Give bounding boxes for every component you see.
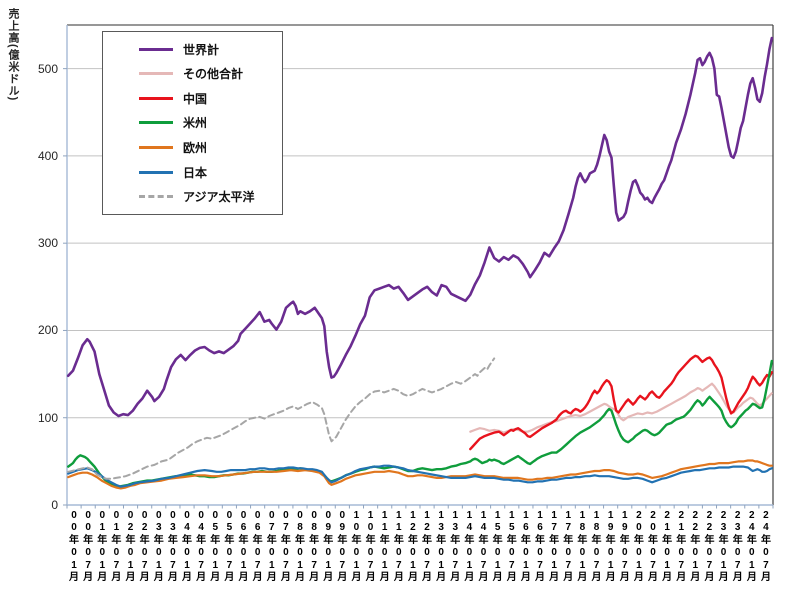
legend-label: 日本 — [183, 165, 208, 180]
legend-item-アジア太平洋: アジア太平洋 — [103, 188, 282, 205]
x-tick-label-17年07月: 1 7 年 0 7 月 — [563, 510, 574, 584]
x-tick-label-03年01月: 0 3 年 0 1 月 — [153, 510, 164, 584]
x-tick-label-02年07月: 0 2 年 0 7 月 — [139, 510, 150, 584]
x-tick-label-19年01月: 1 9 年 0 1 月 — [605, 510, 616, 584]
x-tick-label-00年07月: 0 0 年 0 7 月 — [83, 510, 94, 584]
x-tick-label-06年07月: 0 6 年 0 7 月 — [252, 510, 263, 584]
legend-item-その他合計: その他合計 — [103, 65, 282, 82]
x-tick-label-01年07月: 0 1 年 0 7 月 — [111, 510, 122, 584]
x-tick-label-04年07月: 0 4 年 0 7 月 — [196, 510, 207, 584]
x-tick-label-13年01月: 1 3 年 0 1 月 — [436, 510, 447, 584]
y-tick-label-300: 300 — [37, 236, 58, 251]
legend-item-日本: 日本 — [103, 164, 282, 181]
legend-item-世界計: 世界計 — [103, 41, 282, 58]
x-tick-label-23年07月: 2 3 年 0 7 月 — [732, 510, 743, 584]
x-tick-label-09年01月: 0 9 年 0 1 月 — [323, 510, 334, 584]
y-tick-label-100: 100 — [37, 410, 58, 425]
x-tick-label-00年01月: 0 0 年 0 1 月 — [69, 510, 80, 584]
x-tick-label-21年01月: 2 1 年 0 1 月 — [662, 510, 673, 584]
x-tick-label-15年07月: 1 5 年 0 7 月 — [506, 510, 517, 584]
legend-line-sample-icon — [139, 121, 173, 125]
x-tick-label-17年01月: 1 7 年 0 1 月 — [549, 510, 560, 584]
legend-line-sample-icon — [139, 170, 173, 174]
legend-label: その他合計 — [183, 67, 244, 82]
x-tick-label-16年07月: 1 6 年 0 7 月 — [535, 510, 546, 584]
x-tick-label-10年01月: 1 0 年 0 1 月 — [351, 510, 362, 584]
x-tick-label-05年01月: 0 5 年 0 1 月 — [210, 510, 221, 584]
legend-label: 米州 — [183, 116, 208, 131]
x-tick-label-06年01月: 0 6 年 0 1 月 — [238, 510, 249, 584]
y-tick-label-400: 400 — [37, 148, 58, 163]
legend-label: 世界計 — [183, 42, 220, 57]
legend-item-欧州: 欧州 — [103, 139, 282, 156]
x-tick-label-15年01月: 1 5 年 0 1 月 — [492, 510, 503, 584]
x-tick-label-02年01月: 0 2 年 0 1 月 — [125, 510, 136, 584]
legend-line-sample-icon — [139, 47, 173, 51]
x-tick-label-07年01月: 0 7 年 0 1 月 — [266, 510, 277, 584]
x-tick-label-01年01月: 0 1 年 0 1 月 — [97, 510, 108, 584]
legend-line-sample-icon — [139, 146, 173, 150]
x-tick-label-16年01月: 1 6 年 0 1 月 — [520, 510, 531, 584]
x-tick-label-23年01月: 2 3 年 0 1 月 — [718, 510, 729, 584]
series-line-米州 — [66, 359, 773, 488]
legend-item-中国: 中国 — [103, 90, 282, 107]
series-line-その他合計 — [469, 382, 773, 434]
x-tick-label-18年07月: 1 8 年 0 7 月 — [591, 510, 602, 584]
legend: 世界計その他合計中国米州欧州日本アジア太平洋 — [102, 31, 283, 215]
series-line-中国 — [469, 354, 773, 451]
x-tick-label-24年01月: 2 4 年 0 1 月 — [746, 510, 757, 584]
x-tick-label-12年01月: 1 2 年 0 1 月 — [407, 510, 418, 584]
x-tick-label-20年01月: 2 0 年 0 1 月 — [633, 510, 644, 584]
legend-label: 中国 — [183, 91, 208, 106]
x-tick-label-09年07月: 0 9 年 0 7 月 — [337, 510, 348, 584]
series-line-アジア太平洋 — [67, 357, 496, 480]
x-tick-label-14年01月: 1 4 年 0 1 月 — [464, 510, 475, 584]
x-tick-label-08年07月: 0 8 年 0 7 月 — [309, 510, 320, 584]
y-axis-title: 売上高(億米ドル) — [7, 8, 19, 102]
x-tick-label-13年07月: 1 3 年 0 7 月 — [450, 510, 461, 584]
legend-line-sample-icon — [139, 195, 173, 199]
x-tick-label-07年07月: 0 7 年 0 7 月 — [280, 510, 291, 584]
legend-item-米州: 米州 — [103, 114, 282, 131]
x-tick-label-21年07月: 2 1 年 0 7 月 — [676, 510, 687, 584]
legend-line-sample-icon — [139, 96, 173, 100]
x-tick-label-22年07月: 2 2 年 0 7 月 — [704, 510, 715, 584]
x-tick-label-05年07月: 0 5 年 0 7 月 — [224, 510, 235, 584]
y-tick-label-500: 500 — [37, 61, 58, 76]
x-tick-label-11年01月: 1 1 年 0 1 月 — [379, 510, 390, 584]
legend-line-sample-icon — [139, 72, 173, 76]
legend-label: 欧州 — [183, 141, 208, 156]
legend-label: アジア太平洋 — [183, 190, 255, 205]
x-tick-label-12年07月: 1 2 年 0 7 月 — [422, 510, 433, 584]
series-line-日本 — [67, 464, 773, 488]
x-tick-label-18年01月: 1 8 年 0 1 月 — [577, 510, 588, 584]
series-line-欧州 — [67, 459, 773, 490]
x-tick-label-11年07月: 1 1 年 0 7 月 — [393, 510, 404, 584]
x-tick-label-19年07月: 1 9 年 0 7 月 — [619, 510, 630, 584]
x-tick-label-04年01月: 0 4 年 0 1 月 — [182, 510, 193, 584]
y-tick-label-0: 0 — [51, 498, 58, 512]
x-tick-label-20年07月: 2 0 年 0 7 月 — [647, 510, 658, 584]
series-line-世界計 — [66, 36, 774, 418]
x-tick-label-14年07月: 1 4 年 0 7 月 — [478, 510, 489, 584]
y-tick-label-200: 200 — [37, 323, 58, 338]
x-tick-label-24年07月: 2 4 年 0 7 月 — [760, 510, 771, 584]
x-tick-label-08年01月: 0 8 年 0 1 月 — [294, 510, 305, 584]
x-tick-label-03年07月: 0 3 年 0 7 月 — [167, 510, 178, 584]
x-tick-label-22年01月: 2 2 年 0 1 月 — [690, 510, 701, 584]
x-tick-label-10年07月: 1 0 年 0 7 月 — [365, 510, 376, 584]
